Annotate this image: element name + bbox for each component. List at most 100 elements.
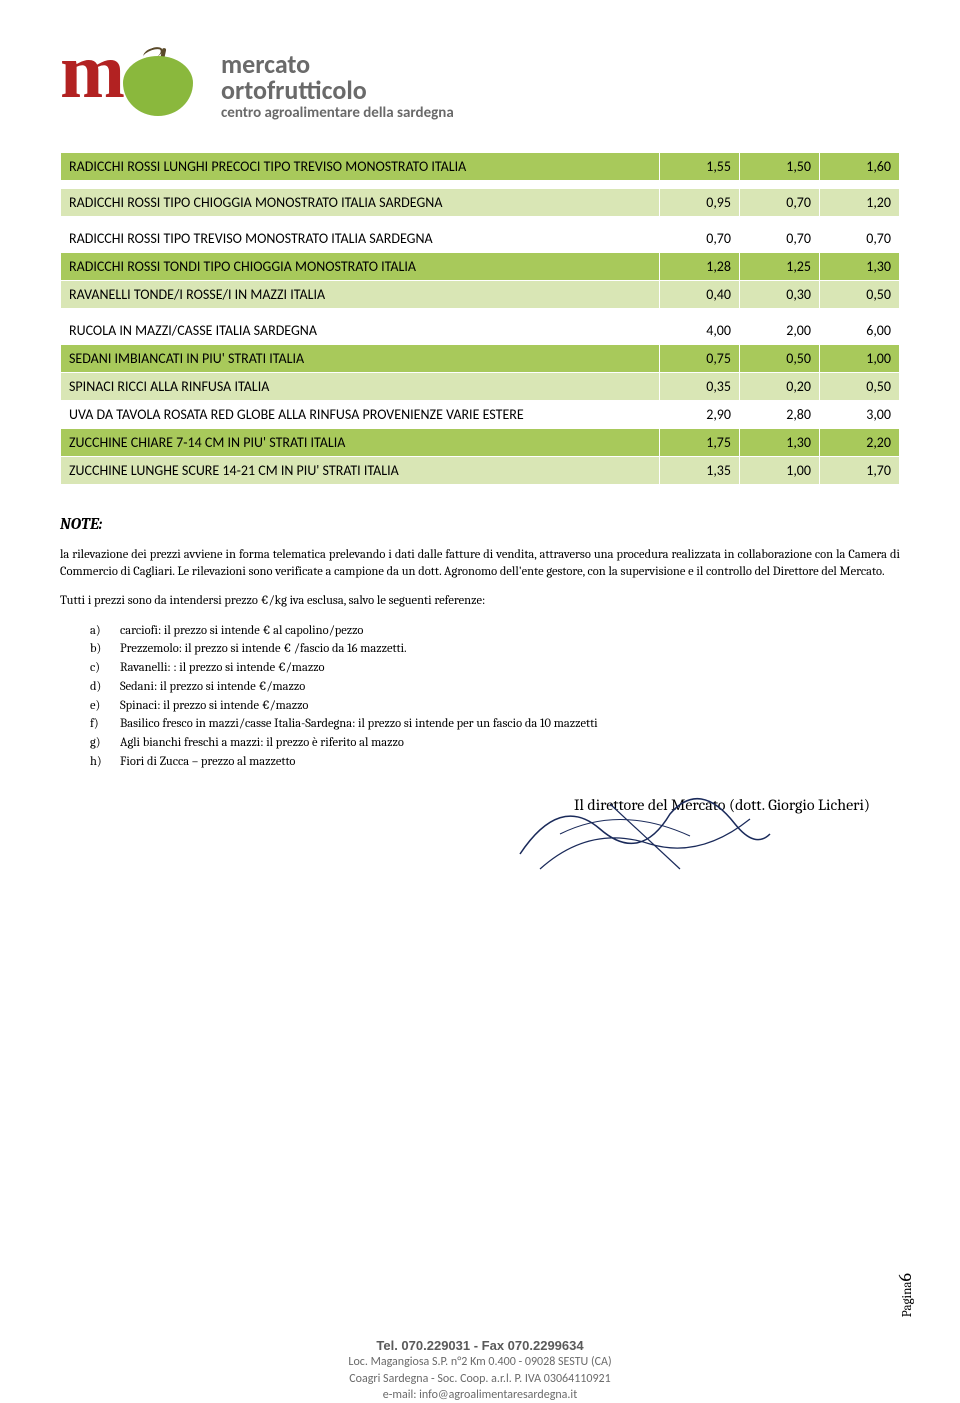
price-cell: 0,70: [740, 189, 820, 217]
note-item-letter: c): [90, 659, 120, 678]
footer-addr1: Loc. Magangiosa S.P. n°2 Km 0.400 - 0902…: [0, 1354, 960, 1370]
note-item-text: Ravanelli: : il prezzo si intende €/mazz…: [120, 659, 325, 678]
price-cell: 1,70: [820, 457, 900, 485]
brand-header: m mercato ortofrutticolo centro agroalim…: [60, 40, 900, 122]
notes-para1: la rilevazione dei prezzi avviene in for…: [60, 547, 900, 581]
note-item-text: Fiori di Zucca – prezzo al mazzetto: [120, 753, 295, 772]
note-item-letter: f): [90, 715, 120, 734]
note-item-letter: g): [90, 734, 120, 753]
price-cell: 1,30: [820, 253, 900, 281]
note-item-letter: b): [90, 640, 120, 659]
price-cell: 2,20: [820, 429, 900, 457]
logo-apple-icon: [123, 48, 203, 118]
table-row: SEDANI IMBIANCATI IN PIU' STRATI ITALIA0…: [61, 345, 900, 373]
price-cell: 2,90: [660, 401, 740, 429]
page-number: Pagina6: [895, 1273, 916, 1317]
price-cell: 1,30: [740, 429, 820, 457]
note-item: f)Basilico fresco in mazzi/casse Italia-…: [90, 715, 900, 734]
product-desc: RUCOLA IN MAZZI/CASSE ITALIA SARDEGNA: [61, 317, 660, 345]
price-cell: 0,70: [820, 225, 900, 253]
table-row: RADICCHI ROSSI TIPO CHIOGGIA MONOSTRATO …: [61, 189, 900, 217]
note-item-letter: h): [90, 753, 120, 772]
table-row: RUCOLA IN MAZZI/CASSE ITALIA SARDEGNA4,0…: [61, 317, 900, 345]
price-cell: 1,75: [660, 429, 740, 457]
table-row: ZUCCHINE CHIARE 7-14 CM IN PIU' STRATI I…: [61, 429, 900, 457]
footer-email: e-mail: info@agroalimentaresardegna.it: [0, 1387, 960, 1403]
price-cell: 1,00: [820, 345, 900, 373]
product-desc: ZUCCHINE LUNGHE SCURE 14-21 CM IN PIU' S…: [61, 457, 660, 485]
price-table: RADICCHI ROSSI LUNGHI PRECOCI TIPO TREVI…: [60, 152, 900, 485]
table-row: RADICCHI ROSSI LUNGHI PRECOCI TIPO TREVI…: [61, 153, 900, 181]
price-cell: 0,75: [660, 345, 740, 373]
product-desc: RAVANELLI TONDE/I ROSSE/I IN MAZZI ITALI…: [61, 281, 660, 309]
note-item: h)Fiori di Zucca – prezzo al mazzetto: [90, 753, 900, 772]
price-cell: 0,50: [820, 281, 900, 309]
table-row: RADICCHI ROSSI TONDI TIPO CHIOGGIA MONOS…: [61, 253, 900, 281]
price-cell: 0,20: [740, 373, 820, 401]
price-cell: 6,00: [820, 317, 900, 345]
note-item-text: Prezzemolo: il prezzo si intende € /fasc…: [120, 640, 407, 659]
notes-list: a)carciofi: il prezzo si intende € al ca…: [90, 622, 900, 772]
note-item-text: Agli bianchi freschi a mazzi: il prezzo …: [120, 734, 404, 753]
notes-title: NOTE:: [60, 515, 900, 533]
product-desc: RADICCHI ROSSI LUNGHI PRECOCI TIPO TREVI…: [61, 153, 660, 181]
note-item: e)Spinaci: il prezzo si intende €/mazzo: [90, 697, 900, 716]
page-label: Pagina: [900, 1281, 915, 1317]
logo-m-icon: m: [60, 40, 119, 102]
footer-addr2: Coagri Sardegna - Soc. Coop. a.r.l. P. I…: [0, 1371, 960, 1387]
table-row: [61, 181, 900, 189]
page-footer: Tel. 070.229031 - Fax 070.2299634 Loc. M…: [0, 1337, 960, 1403]
product-desc: RADICCHI ROSSI TIPO CHIOGGIA MONOSTRATO …: [61, 189, 660, 217]
page-num-value: 6: [895, 1273, 916, 1281]
note-item-text: Basilico fresco in mazzi/casse Italia-Sa…: [120, 715, 598, 734]
note-item: g)Agli bianchi freschi a mazzi: il prezz…: [90, 734, 900, 753]
price-cell: 1,00: [740, 457, 820, 485]
signature-image: [60, 804, 900, 884]
note-item-text: Spinaci: il prezzo si intende €/mazzo: [120, 697, 308, 716]
note-item-letter: d): [90, 678, 120, 697]
logo-text: mercato ortofrutticolo centro agroalimen…: [221, 48, 454, 122]
table-row: RAVANELLI TONDE/I ROSSE/I IN MAZZI ITALI…: [61, 281, 900, 309]
price-cell: 1,35: [660, 457, 740, 485]
price-cell: 3,00: [820, 401, 900, 429]
product-desc: UVA DA TAVOLA ROSATA RED GLOBE ALLA RINF…: [61, 401, 660, 429]
price-cell: 0,35: [660, 373, 740, 401]
price-cell: 1,60: [820, 153, 900, 181]
price-cell: 0,95: [660, 189, 740, 217]
table-row: UVA DA TAVOLA ROSATA RED GLOBE ALLA RINF…: [61, 401, 900, 429]
price-cell: 1,55: [660, 153, 740, 181]
product-desc: RADICCHI ROSSI TONDI TIPO CHIOGGIA MONOS…: [61, 253, 660, 281]
price-cell: 1,20: [820, 189, 900, 217]
product-desc: RADICCHI ROSSI TIPO TREVISO MONOSTRATO I…: [61, 225, 660, 253]
note-item: b)Prezzemolo: il prezzo si intende € /fa…: [90, 640, 900, 659]
table-row: [61, 217, 900, 225]
footer-phone: Tel. 070.229031 - Fax 070.2299634: [0, 1337, 960, 1355]
price-cell: 1,28: [660, 253, 740, 281]
product-desc: SPINACI RICCI ALLA RINFUSA ITALIA: [61, 373, 660, 401]
price-cell: 2,80: [740, 401, 820, 429]
notes-para2: Tutti i prezzi sono da intendersi prezzo…: [60, 593, 900, 610]
logo-line2: ortofrutticolo: [221, 74, 454, 106]
note-item: a)carciofi: il prezzo si intende € al ca…: [90, 622, 900, 641]
price-cell: 0,40: [660, 281, 740, 309]
table-row: RADICCHI ROSSI TIPO TREVISO MONOSTRATO I…: [61, 225, 900, 253]
price-cell: 1,25: [740, 253, 820, 281]
note-item-text: carciofi: il prezzo si intende € al capo…: [120, 622, 363, 641]
price-cell: 0,30: [740, 281, 820, 309]
note-item-text: Sedani: il prezzo si intende €/mazzo: [120, 678, 305, 697]
logo-line3: centro agroalimentare della sardegna: [221, 104, 454, 122]
price-cell: 0,50: [820, 373, 900, 401]
price-cell: 2,00: [740, 317, 820, 345]
note-item: d)Sedani: il prezzo si intende €/mazzo: [90, 678, 900, 697]
price-cell: 1,50: [740, 153, 820, 181]
price-cell: 0,70: [740, 225, 820, 253]
product-desc: ZUCCHINE CHIARE 7-14 CM IN PIU' STRATI I…: [61, 429, 660, 457]
note-item: c)Ravanelli: : il prezzo si intende €/ma…: [90, 659, 900, 678]
note-item-letter: e): [90, 697, 120, 716]
price-cell: 0,70: [660, 225, 740, 253]
table-row: SPINACI RICCI ALLA RINFUSA ITALIA0,350,2…: [61, 373, 900, 401]
table-row: ZUCCHINE LUNGHE SCURE 14-21 CM IN PIU' S…: [61, 457, 900, 485]
price-cell: 4,00: [660, 317, 740, 345]
price-cell: 0,50: [740, 345, 820, 373]
table-row: [61, 309, 900, 317]
